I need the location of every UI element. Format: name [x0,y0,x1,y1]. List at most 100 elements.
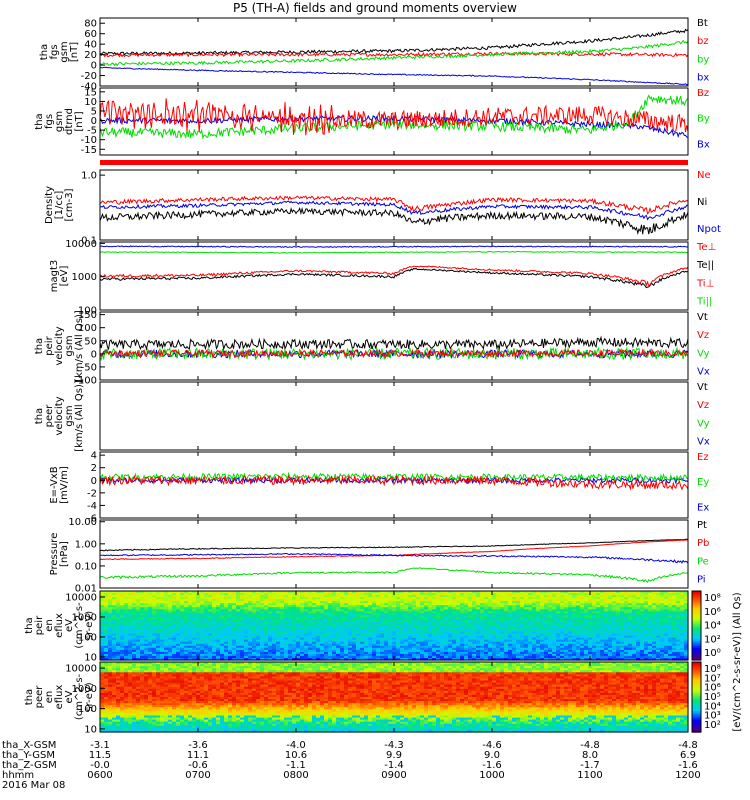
spectrogram-cell [652,653,657,657]
spectrogram-cell [440,607,445,610]
spectrogram-cell [320,617,325,620]
spectrogram-cell [604,611,609,614]
spectrogram-cell [364,625,369,629]
spectrogram-cell [420,617,425,620]
spectrogram-cell [272,631,277,635]
spectrogram-cell [444,613,449,616]
spectrogram-cell [296,619,301,622]
spectrogram-cell [652,647,657,651]
spectrogram-cell [248,619,253,622]
spectrogram-cell [344,633,349,637]
spectrogram-cell [232,593,237,596]
spectrogram-cell [276,633,281,637]
spectrogram-cell [392,645,397,649]
y-axis-label: gsm [64,335,75,356]
legend-Pe: Pe [697,556,709,567]
spectrogram-cell [276,593,281,596]
spectrogram-cell [420,623,425,627]
spectrogram-cell [388,613,393,616]
spectrogram-cell [516,653,521,657]
spectrogram-cell [680,625,685,629]
spectrogram-cell [496,597,501,600]
spectrogram-cell [632,627,637,631]
spectrogram-cell [540,601,545,604]
spectrogram-cell [612,631,617,635]
spectrogram-cell [248,627,253,631]
spectrogram-cell [532,633,537,637]
spectrogram-cell [188,635,193,639]
spectrogram-cell [396,647,401,651]
spectrogram-cell [252,607,257,610]
spectrogram-cell [448,613,453,616]
spectrogram-cell [304,625,309,629]
spectrogram-cell [364,637,369,641]
spectrogram-cell [280,613,285,616]
spectrogram-cell [404,595,409,598]
spectrogram-cell [400,603,405,606]
spectrogram-cell [376,609,381,612]
spectrogram-cell [424,613,429,616]
spectrogram-cell [152,635,157,639]
spectrogram-cell [288,621,293,624]
spectrogram-cell [372,599,377,602]
spectrogram-cell [252,595,257,598]
spectrogram-cell [280,609,285,612]
spectrogram-cell [668,631,673,635]
spectrogram-cell [576,607,581,610]
spectrogram-cell [288,633,293,637]
spectrogram-cell [228,625,233,629]
spectrogram-cell [520,609,525,612]
spectrogram-cell [108,643,113,647]
spectrogram-cell [668,601,673,604]
spectrogram-cell [568,595,573,598]
spectrogram-cell [656,615,661,618]
spectrogram-cell [616,595,621,598]
spectrogram-cell [112,613,117,616]
spectrogram-cell [144,609,149,612]
spectrogram-cell [124,601,129,604]
spectrogram-cell [412,641,417,645]
spectrogram-cell [272,643,277,647]
spectrogram-cell [444,651,449,655]
spectrogram-cell [588,601,593,604]
spectrogram-cell [576,593,581,596]
spectrogram-cell [276,623,281,627]
spectrogram-cell [528,613,533,616]
spectrogram-cell [228,651,233,655]
spectrogram-cell [296,647,301,651]
spectrogram-cell [648,637,653,641]
spectrogram-cell [640,609,645,612]
spectrogram-cell [280,631,285,635]
spectrogram-cell [156,597,161,600]
spectrogram-cell [432,629,437,633]
spectrogram-cell [260,617,265,620]
spectrogram-cell [368,645,373,649]
spectrogram-cell [676,619,681,622]
spectrogram-cell [424,629,429,633]
spectrogram-cell [592,619,597,622]
spectrogram-cell [432,627,437,631]
spectrogram-cell [200,613,205,616]
spectrogram-cell [124,651,129,655]
y-tick-label: -40 [81,82,97,93]
spectrogram-cell [220,617,225,620]
spectrogram-cell [264,627,269,631]
spectrogram-cell [128,611,133,614]
spectrogram-cell [384,635,389,639]
spectrogram-cell [156,623,161,627]
spectrogram-cell [464,647,469,651]
spectrogram-cell [376,625,381,629]
spectrogram-cell [644,607,649,610]
spectrogram-cell [484,625,489,629]
spectrogram-cell [320,609,325,612]
spectrogram-cell [560,653,565,657]
spectrogram-cell [564,603,569,606]
spectrogram-cell [256,609,261,612]
spectrogram-cell [552,621,557,624]
spectrogram-cell [652,641,657,645]
spectrogram-cell [580,607,585,610]
spectrogram-cell [280,591,285,594]
spectrogram-cell [256,623,261,627]
spectrogram-cell [372,651,377,655]
spectrogram-cell [592,633,597,637]
